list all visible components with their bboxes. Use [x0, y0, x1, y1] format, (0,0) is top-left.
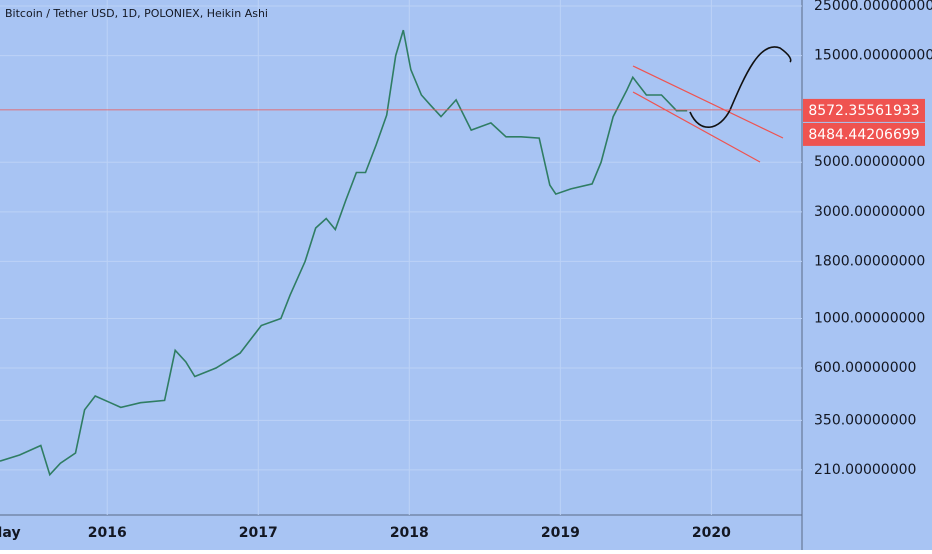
price-line [0, 29, 688, 477]
y-tick-label: 600.00000000 [814, 360, 916, 376]
x-tick-label: 2020 [692, 525, 731, 541]
price-label-box [803, 122, 925, 146]
y-tick-label: 350.00000000 [814, 412, 916, 428]
y-tick-label: 1000.00000000 [814, 310, 925, 326]
x-tick-label: May [0, 525, 21, 541]
projection-curve [689, 46, 792, 129]
y-tick-label: 15000.00000000 [814, 48, 932, 64]
grid [0, 0, 802, 515]
plot [0, 29, 688, 477]
y-tick-label: 3000.00000000 [814, 204, 925, 220]
x-tick-label: 2019 [541, 525, 580, 541]
y-tick-label: 5000.00000000 [814, 154, 925, 170]
price-label-box [803, 98, 925, 122]
channel-lines [632, 65, 784, 163]
price-label: 8572.35561933 [808, 103, 919, 119]
chart-title: Bitcoin / Tether USD, 1D, POLONIEX, Heik… [5, 7, 268, 20]
x-tick-label: 2016 [88, 525, 127, 541]
x-tick-label: 2018 [390, 525, 429, 541]
x-tick-label: 2017 [239, 525, 278, 541]
y-tick-label: 25000.00000000 [814, 0, 932, 14]
price-label: 8484.44206699 [808, 127, 919, 143]
y-tick-label: 1800.00000000 [814, 253, 925, 269]
y-tick-label: 210.00000000 [814, 462, 916, 478]
